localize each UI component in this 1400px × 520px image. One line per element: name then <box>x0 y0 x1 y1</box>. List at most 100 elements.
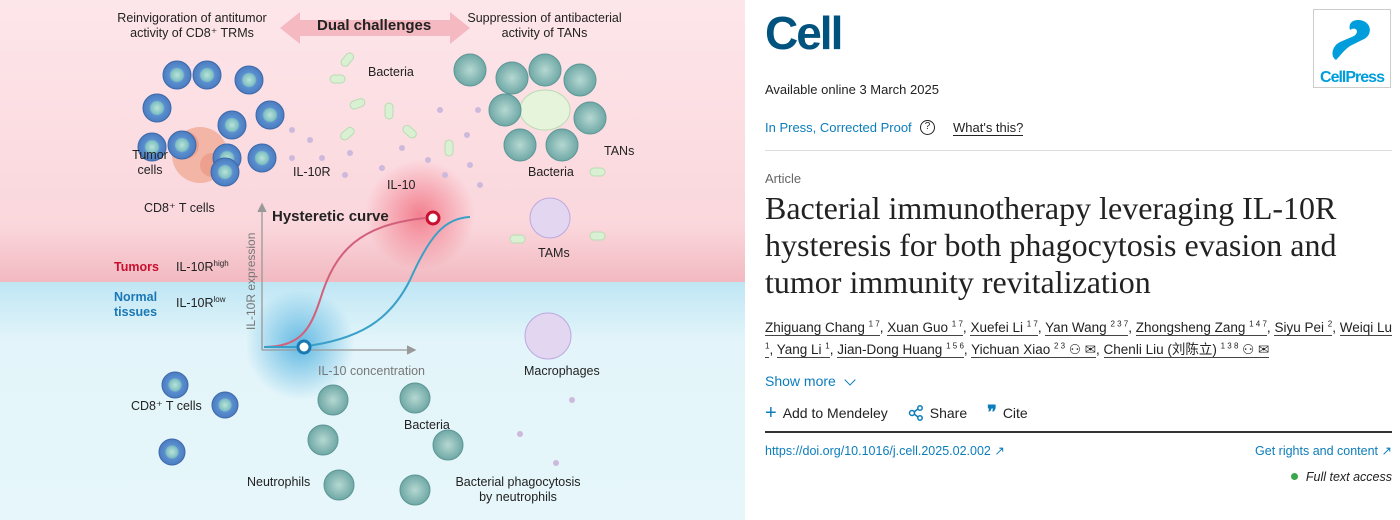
cd8-t-cells <box>137 60 285 466</box>
author: Siyu Pei 2, <box>1274 319 1340 336</box>
author-link[interactable]: Yichuan Xiao 2 3 ⚇ ✉ <box>971 342 1097 358</box>
label-il10r-high: IL-10R <box>176 260 214 274</box>
high-superscript: high <box>213 258 229 268</box>
action-bar: + Add to Mendeley Share ❞ Cite <box>765 402 1392 424</box>
author-affiliation: 1 3 8 <box>1220 341 1239 351</box>
author-name: Siyu Pei <box>1274 320 1324 335</box>
rights-link[interactable]: Get rights and content ↗ <box>1255 443 1392 458</box>
label-tans: TANs <box>604 144 635 158</box>
double-arrow <box>280 12 470 44</box>
person-icon: ⚇ <box>1065 342 1081 357</box>
author-affiliation: 1 <box>765 341 770 351</box>
question-circle-icon[interactable]: ? <box>920 120 935 135</box>
author-name: Weiqi Lu <box>1339 320 1392 335</box>
rights-text: Get rights and content <box>1255 443 1379 458</box>
author-affiliation: 2 3 7 <box>1110 319 1129 329</box>
il10-dots <box>289 107 575 466</box>
label-cd8-t-cells: CD8⁺ T cells <box>144 201 215 215</box>
label-bacteria: Bacteria <box>368 65 414 79</box>
cite-label: Cite <box>1002 405 1028 421</box>
top-left-title: Reinvigoration of antitumor activity of … <box>117 11 267 40</box>
show-more-button[interactable]: Show more <box>765 373 856 389</box>
access-status: Full text access <box>765 470 1392 484</box>
author-link[interactable]: Jian-Dong Huang 1 5 6 <box>837 342 964 358</box>
cite-button[interactable]: ❞ Cite <box>987 402 1028 423</box>
show-more-label: Show more <box>765 373 836 389</box>
author-affiliation: 1 <box>825 341 830 351</box>
whats-this-link[interactable]: What's this? <box>953 120 1024 136</box>
label-il10: IL-10 <box>387 178 416 192</box>
author-name: Xuan Guo <box>887 320 949 335</box>
author-name: Xuefei Li <box>970 320 1023 335</box>
add-to-mendeley-button[interactable]: + Add to Mendeley <box>765 402 888 424</box>
author-link[interactable]: Siyu Pei 2 <box>1274 319 1333 336</box>
article-header: Cell CellPress Available online 3 March … <box>765 0 1392 520</box>
author-link[interactable]: Xuefei Li 1 7 <box>970 319 1038 336</box>
author: Chenli Liu (刘陈立) 1 3 8 ⚇ ✉ <box>1103 341 1270 358</box>
cellpress-mark-icon <box>1332 20 1370 60</box>
article-status: In Press, Corrected Proof <box>765 120 912 135</box>
author-affiliation: 1 7 <box>868 319 880 329</box>
figure-artwork <box>0 0 745 520</box>
author-affiliation: 1 7 <box>951 319 963 329</box>
label-cd8-t-cells-bottom: CD8⁺ T cells <box>131 399 202 413</box>
author-link[interactable]: Zhongsheng Zang 1 4 7 <box>1135 320 1267 336</box>
article-title: Bacterial immunotherapy leveraging IL-10… <box>765 190 1337 300</box>
external-link-icon: ↗ <box>994 443 1005 458</box>
author: Yichuan Xiao 2 3 ⚇ ✉, <box>971 341 1104 358</box>
author: Jian-Dong Huang 1 5 6, <box>837 341 972 358</box>
author-link[interactable]: Weiqi Lu 1 <box>765 320 1392 358</box>
author-link[interactable]: Xuan Guo 1 7 <box>887 320 963 336</box>
neutrophils <box>307 53 607 506</box>
person-icon: ⚇ <box>1238 342 1255 357</box>
label-macrophages: Macrophages <box>524 364 600 378</box>
available-online-date: Available online 3 March 2025 <box>765 82 939 97</box>
author-name: Chenli Liu (刘陈立) <box>1103 342 1217 357</box>
cellpress-logo[interactable]: CellPress <box>1313 9 1391 88</box>
hysteresis-lower-curve <box>264 216 471 348</box>
journal-logo[interactable]: Cell <box>765 7 843 59</box>
author-affiliation: 1 7 <box>1026 319 1038 329</box>
author-name: Yichuan Xiao <box>971 342 1051 357</box>
author-list: Zhiguang Chang 1 7, Xuan Guo 1 7, Xuefei… <box>765 317 1392 361</box>
top-right-title: Suppression of antibacterial activity of… <box>467 11 622 40</box>
author: Yang Li 1, <box>776 341 838 358</box>
author: Weiqi Lu 1, <box>765 320 1392 358</box>
email-icon: ✉ <box>1080 342 1097 357</box>
quote-icon: ❞ <box>987 402 997 423</box>
label-neutrophils: Neutrophils <box>247 475 311 489</box>
macrophage-cell <box>524 312 572 360</box>
axes <box>257 202 417 355</box>
author-affiliation: 2 <box>1327 319 1333 329</box>
author-link[interactable]: Chenli Liu (刘陈立) 1 3 8 ⚇ ✉ <box>1103 341 1270 358</box>
article-body-header: Bacterial immunotherapy leveraging IL-10… <box>765 190 1392 484</box>
label-tumors: Tumors <box>114 260 159 274</box>
doi-text: https://doi.org/10.1016/j.cell.2025.02.0… <box>765 443 991 458</box>
doi-link[interactable]: https://doi.org/10.1016/j.cell.2025.02.0… <box>765 443 1005 458</box>
plus-icon: + <box>765 402 777 424</box>
author-name: Jian-Dong Huang <box>837 342 943 357</box>
graphical-abstract: Reinvigoration of antitumor activity of … <box>0 0 745 520</box>
cellpress-text: CellPress <box>1320 69 1385 86</box>
author: Yan Wang 2 3 7, <box>1045 319 1136 336</box>
divider <box>765 150 1392 151</box>
share-button[interactable]: Share <box>908 405 967 421</box>
link-row: https://doi.org/10.1016/j.cell.2025.02.0… <box>765 443 1392 458</box>
label-il10r: IL-10R <box>293 165 331 179</box>
dual-challenges-label: Dual challenges <box>317 17 432 34</box>
label-hysteretic-curve: Hysteretic curve <box>272 208 389 225</box>
author: Xuan Guo 1 7, <box>887 319 971 336</box>
author-link[interactable]: Yang Li 1 <box>776 341 830 358</box>
author-link[interactable]: Zhiguang Chang 1 7 <box>765 320 880 336</box>
mendeley-label: Add to Mendeley <box>782 405 888 421</box>
author-link[interactable]: Yan Wang 2 3 7 <box>1045 319 1129 336</box>
chevron-down-icon <box>844 373 856 386</box>
author-affiliation: 1 5 6 <box>946 341 964 351</box>
author-name: Yang Li <box>776 342 822 357</box>
divider <box>765 431 1392 433</box>
author: Zhongsheng Zang 1 4 7, <box>1135 319 1275 336</box>
low-superscript: low <box>213 294 226 304</box>
share-label: Share <box>929 405 968 421</box>
label-tumor-cells: Tumor cells <box>132 148 168 177</box>
author-name: Zhongsheng Zang <box>1135 320 1246 335</box>
